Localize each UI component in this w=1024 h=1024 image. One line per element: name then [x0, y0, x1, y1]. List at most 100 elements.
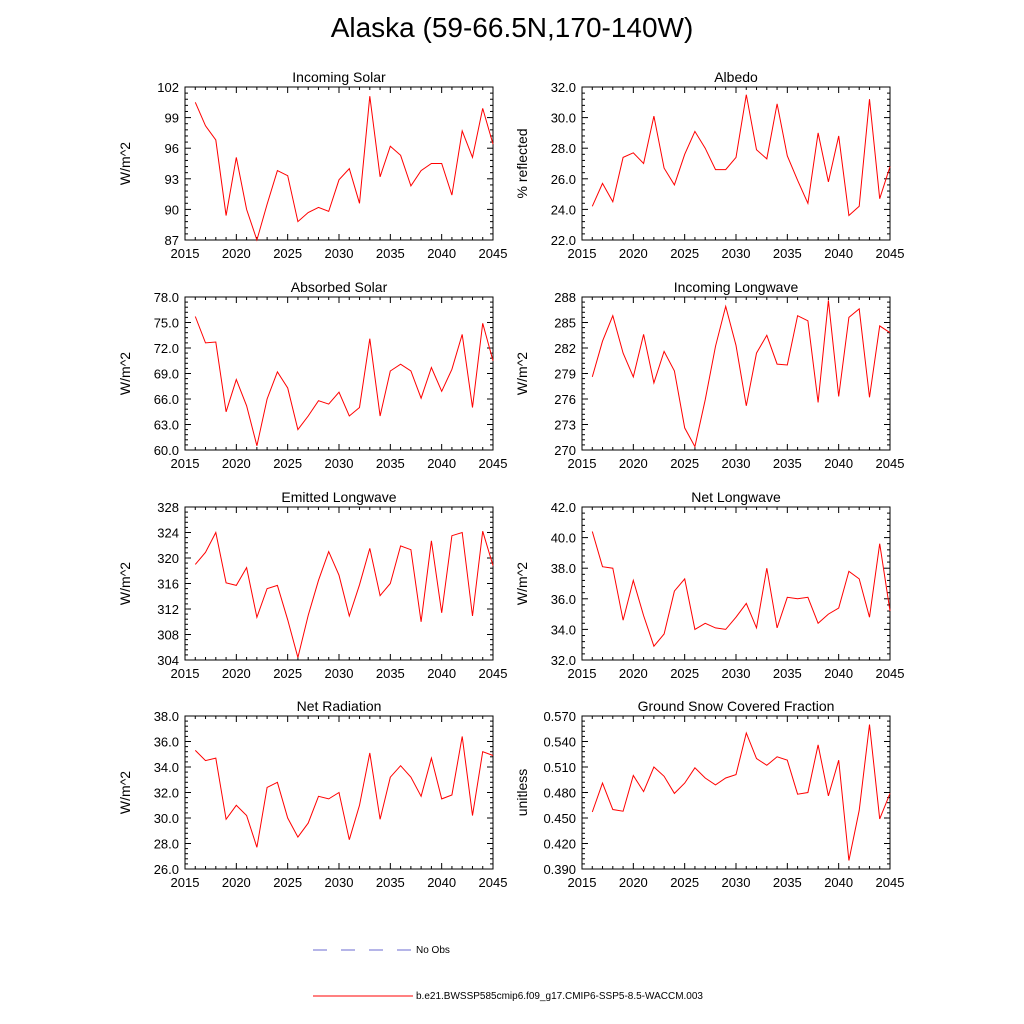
- panel-title: Albedo: [714, 69, 758, 85]
- y-tick-label: 0.420: [543, 837, 576, 852]
- y-tick-label: 316: [157, 577, 179, 592]
- panel-title: Net Longwave: [691, 489, 781, 505]
- y-tick-label: 99: [165, 111, 179, 126]
- x-tick-label: 2020: [619, 456, 648, 471]
- x-tick-label: 2030: [722, 456, 751, 471]
- y-tick-label: 38.0: [154, 709, 179, 724]
- y-tick-label: 75.0: [154, 316, 179, 331]
- y-tick-label: 42.0: [551, 500, 576, 515]
- panel-net-longwave: Net Longwave W/m^2 2015 2020 2025 2030 2035 204…: [514, 489, 904, 681]
- y-tick-label: 0.450: [543, 811, 576, 826]
- y-axis-label: W/m^2: [117, 352, 133, 395]
- y-tick-label: 78.0: [154, 290, 179, 305]
- legend-label-model: b.e21.BWSSP585cmip6.f09_g17.CMIP6-SSP5-8…: [416, 991, 703, 1002]
- x-tick-label: 2015: [171, 875, 200, 890]
- series-line-incoming-solar: [194, 96, 494, 242]
- y-tick-label: 63.0: [154, 418, 179, 433]
- x-tick-label: 2020: [619, 246, 648, 261]
- x-tick-label: 2015: [568, 666, 597, 681]
- y-tick-label: 273: [554, 418, 576, 433]
- series-line-net-longwave: [591, 531, 891, 648]
- x-tick-label: 2035: [773, 456, 802, 471]
- x-tick-label: 2040: [427, 456, 456, 471]
- panel-ground-snow-covered-fraction: Ground Snow Covered Fraction unitless 2015…: [514, 698, 904, 890]
- y-tick-label: 32.0: [154, 786, 179, 801]
- panel-title: Ground Snow Covered Fraction: [638, 698, 835, 714]
- y-tick-label: 66.0: [154, 392, 179, 407]
- y-tick-label: 279: [554, 367, 576, 382]
- y-tick-label: 324: [157, 526, 179, 541]
- x-tick-label: 2045: [479, 666, 508, 681]
- y-tick-label: 0.570: [543, 709, 576, 724]
- x-tick-label: 2015: [171, 666, 200, 681]
- y-tick-label: 30.0: [551, 111, 576, 126]
- plot-frame: [581, 296, 891, 451]
- y-tick-label: 24.0: [551, 202, 576, 217]
- y-tick-label: 0.390: [543, 862, 576, 877]
- x-tick-label: 2045: [876, 456, 905, 471]
- x-tick-label: 2025: [273, 875, 302, 890]
- x-tick-label: 2030: [722, 666, 751, 681]
- y-tick-label: 32.0: [551, 653, 576, 668]
- y-tick-label: 0.510: [543, 760, 576, 775]
- x-tick-label: 2025: [273, 246, 302, 261]
- y-axis-label: unitless: [514, 769, 530, 816]
- x-tick-label: 2045: [876, 666, 905, 681]
- y-tick-label: 93: [165, 172, 179, 187]
- panel-title: Emitted Longwave: [281, 489, 396, 505]
- y-tick-label: 32.0: [551, 80, 576, 95]
- x-tick-label: 2030: [722, 246, 751, 261]
- series-line-absorbed-solar: [194, 316, 494, 446]
- x-tick-label: 2040: [824, 246, 853, 261]
- chart-panels: Incoming Solar W/m^2 2015 2020 2025 2030 2035 2…: [117, 69, 904, 890]
- x-tick-label: 2030: [325, 875, 354, 890]
- x-tick-label: 2035: [773, 875, 802, 890]
- x-tick-label: 2045: [479, 246, 508, 261]
- y-axis-label: W/m^2: [117, 771, 133, 814]
- y-tick-label: 285: [554, 316, 576, 331]
- y-tick-label: 36.0: [154, 735, 179, 750]
- panel-title: Incoming Solar: [292, 69, 386, 85]
- x-tick-label: 2025: [670, 246, 699, 261]
- y-tick-label: 28.0: [154, 837, 179, 852]
- y-tick-label: 30.0: [154, 811, 179, 826]
- y-tick-label: 276: [554, 392, 576, 407]
- y-tick-label: 320: [157, 551, 179, 566]
- y-axis-label: W/m^2: [514, 352, 530, 395]
- y-tick-label: 60.0: [154, 443, 179, 458]
- x-tick-label: 2030: [722, 875, 751, 890]
- y-tick-label: 90: [165, 202, 179, 217]
- x-tick-label: 2025: [273, 666, 302, 681]
- y-tick-label: 38.0: [551, 561, 576, 576]
- legend-label-no-obs: No Obs: [416, 945, 450, 956]
- x-tick-label: 2035: [376, 875, 405, 890]
- y-tick-label: 26.0: [551, 172, 576, 187]
- panel-emitted-longwave: Emitted Longwave W/m^2 2015 2020 2025 2030 203…: [117, 489, 507, 681]
- x-tick-label: 2045: [479, 875, 508, 890]
- x-tick-label: 2030: [325, 666, 354, 681]
- x-tick-label: 2020: [222, 246, 251, 261]
- panel-incoming-longwave: Incoming Longwave W/m^2 2015 2020 2025 2030 20…: [514, 279, 904, 471]
- series-line-ground-snow-covered-fraction: [591, 724, 891, 861]
- plot-frame: [184, 506, 494, 661]
- y-tick-label: 0.480: [543, 786, 576, 801]
- y-axis-label: W/m^2: [117, 142, 133, 185]
- series-line-net-radiation: [194, 736, 494, 848]
- plot-frame: [184, 296, 494, 451]
- x-tick-label: 2040: [824, 456, 853, 471]
- y-tick-label: 34.0: [551, 622, 576, 637]
- x-tick-label: 2030: [325, 246, 354, 261]
- x-tick-label: 2015: [171, 246, 200, 261]
- y-axis-label: W/m^2: [117, 562, 133, 605]
- plot-frame: [581, 506, 891, 661]
- panel-absorbed-solar: Absorbed Solar W/m^2 2015 2020 2025 2030 2035 2…: [117, 279, 507, 471]
- x-tick-label: 2015: [568, 246, 597, 261]
- x-tick-label: 2015: [171, 456, 200, 471]
- x-tick-label: 2020: [222, 875, 251, 890]
- x-tick-label: 2030: [325, 456, 354, 471]
- plot-frame: [581, 86, 891, 241]
- y-tick-label: 26.0: [154, 862, 179, 877]
- y-tick-label: 72.0: [154, 341, 179, 356]
- panel-net-radiation: Net Radiation W/m^2 2015 2020 2025 2030 2035 20…: [117, 698, 507, 890]
- legend: No Obs b.e21.BWSSP585cmip6.f09_g17.CMIP6…: [313, 945, 703, 1002]
